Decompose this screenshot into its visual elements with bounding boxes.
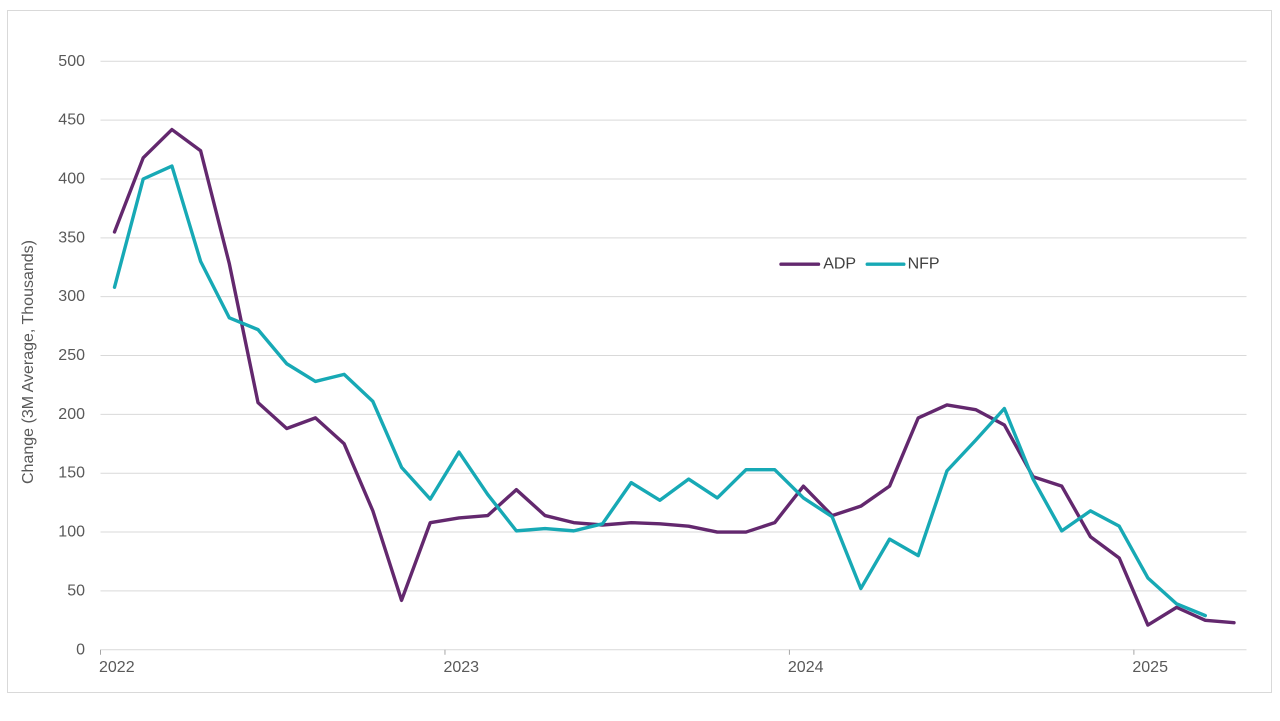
svg-text:400: 400 <box>58 170 85 187</box>
svg-text:100: 100 <box>58 524 85 541</box>
svg-text:Change (3M Average, Thousands): Change (3M Average, Thousands) <box>20 240 37 484</box>
svg-text:350: 350 <box>58 229 85 246</box>
svg-text:ADP: ADP <box>823 256 856 273</box>
svg-text:500: 500 <box>58 53 85 70</box>
svg-text:2022: 2022 <box>99 659 135 676</box>
svg-text:2025: 2025 <box>1132 659 1168 676</box>
svg-text:2023: 2023 <box>443 659 479 676</box>
svg-text:450: 450 <box>58 112 85 129</box>
svg-text:2024: 2024 <box>788 659 824 676</box>
svg-text:50: 50 <box>67 582 85 599</box>
svg-text:0: 0 <box>76 641 85 658</box>
svg-text:NFP: NFP <box>908 256 940 273</box>
svg-text:150: 150 <box>58 465 85 482</box>
svg-text:300: 300 <box>58 288 85 305</box>
svg-text:250: 250 <box>58 347 85 364</box>
svg-text:200: 200 <box>58 406 85 423</box>
